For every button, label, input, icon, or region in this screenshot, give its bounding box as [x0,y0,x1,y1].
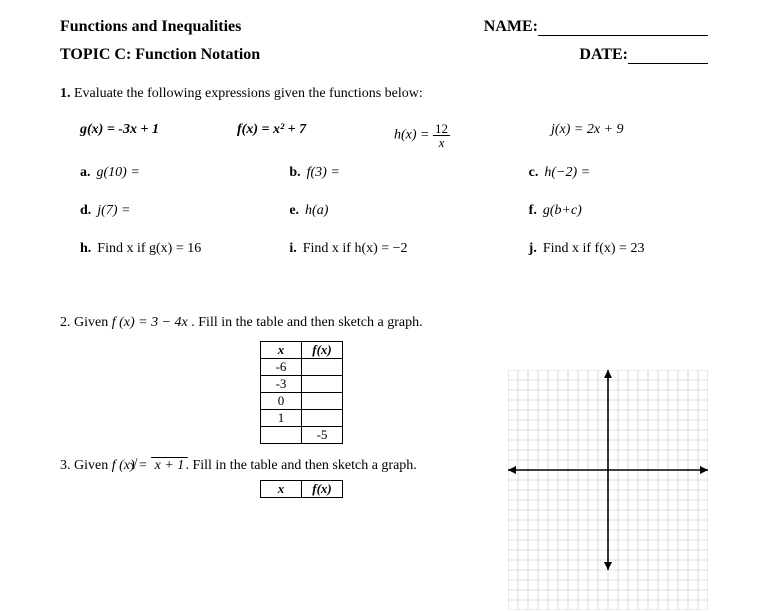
q1-i: i. Find x if h(x) = −2 [259,241,468,257]
q1-h-label: h. [80,241,91,256]
graph-q3 [508,570,708,610]
cell: -6 [261,359,302,376]
q1-a: a. g(10) = [80,165,259,181]
topic: TOPIC C: Function Notation [60,46,260,64]
table-row: 0 [261,393,343,410]
q2-prefix: 2. Given [60,315,112,330]
cell: -3 [261,376,302,393]
q1-row-abc: a. g(10) = b. f(3) = c. h(−2) = [80,165,708,181]
cell: 1 [261,410,302,427]
q1-text: Evaluate the following expressions given… [74,86,423,101]
cell[interactable] [302,376,343,393]
q2-th-x: x [261,342,302,359]
q1-b: b. f(3) = [259,165,468,181]
q2-th-fx: f(x) [302,342,343,359]
name-field: NAME: [484,18,708,36]
cell: 0 [261,393,302,410]
q1-j-label: j. [529,241,537,256]
def-h-pre: h(x) = [394,128,430,143]
q1-a-text: g(10) = [97,165,140,180]
q3-prefix: 3. Given [60,458,112,473]
question-1: 1. Evaluate the following expressions gi… [60,86,708,102]
q1-f-text: g(b+c) [543,203,582,218]
worksheet-page: Functions and Inequalities NAME: TOPIC C… [0,0,768,612]
table-row: 1 [261,410,343,427]
q1-e-text: h(a) [305,203,328,218]
def-h: h(x) = 12 x [394,122,551,149]
question-2: 2. Given f (x) = 3 − 4x . Fill in the ta… [60,315,708,331]
cell[interactable] [261,427,302,444]
def-j: j(x) = 2x + 9 [551,122,708,149]
q1-a-label: a. [80,165,91,180]
table-row: -5 [261,427,343,444]
table-row: x f(x) [261,342,343,359]
date-blank[interactable] [628,47,708,64]
q1-i-text: Find x if h(x) = −2 [303,241,408,256]
q1-f: f. g(b+c) [469,203,708,219]
cell[interactable] [302,393,343,410]
q1-number: 1. [60,86,71,101]
q1-f-label: f. [529,203,537,218]
q1-row-hij: h. Find x if g(x) = 16 i. Find x if h(x) =… [80,241,708,257]
date-field: DATE: [579,46,708,64]
q3-suffix: . Fill in the table and then sketch a gr… [185,458,416,473]
name-blank[interactable] [538,19,708,36]
q1-h-text: Find x if g(x) = 16 [97,241,201,256]
q1-c-text: h(−2) = [544,165,590,180]
q1-b-label: b. [289,165,300,180]
table-row: x f(x) [261,481,343,498]
q1-d-text: j(7) = [97,203,130,218]
graph-q2 [508,370,708,570]
q1-row-def: d. j(7) = e. h(a) f. g(b+c) [80,203,708,219]
cell: -5 [302,427,343,444]
title: Functions and Inequalities [60,18,241,36]
q1-c: c. h(−2) = [469,165,708,181]
q1-h: h. Find x if g(x) = 16 [80,241,259,257]
q2-fn: f (x) = 3 − 4x [112,315,188,330]
def-h-den: x [433,136,450,149]
q1-j-text: Find x if f(x) = 23 [543,241,645,256]
q2-table: x f(x) -6 -3 0 1 -5 [260,341,343,444]
def-h-num: 12 [433,122,450,136]
table-row: -3 [261,376,343,393]
header-row-2: TOPIC C: Function Notation DATE: [60,46,708,64]
q1-j: j. Find x if f(x) = 23 [469,241,708,257]
date-label: DATE: [579,46,628,63]
name-label: NAME: [484,18,538,35]
def-f: f(x) = x² + 7 [237,122,394,149]
q1-b-text: f(3) = [307,165,340,180]
def-g: g(x) = -3x + 1 [80,122,237,149]
cell[interactable] [302,410,343,427]
q1-e: e. h(a) [259,203,468,219]
q1-c-label: c. [529,165,539,180]
table-row: -6 [261,359,343,376]
q3-table: x f(x) [260,480,343,498]
cell[interactable] [302,359,343,376]
q3-th-x: x [261,481,302,498]
q1-i-label: i. [289,241,296,256]
header-row-1: Functions and Inequalities NAME: [60,18,708,36]
q3-th-fx: f(x) [302,481,343,498]
q1-definitions: g(x) = -3x + 1 f(x) = x² + 7 h(x) = 12 x… [80,122,708,149]
q1-e-label: e. [289,203,299,218]
q1-d-label: d. [80,203,91,218]
q1-d: d. j(7) = [80,203,259,219]
q2-suffix: . Fill in the table and then sketch a gr… [191,315,422,330]
